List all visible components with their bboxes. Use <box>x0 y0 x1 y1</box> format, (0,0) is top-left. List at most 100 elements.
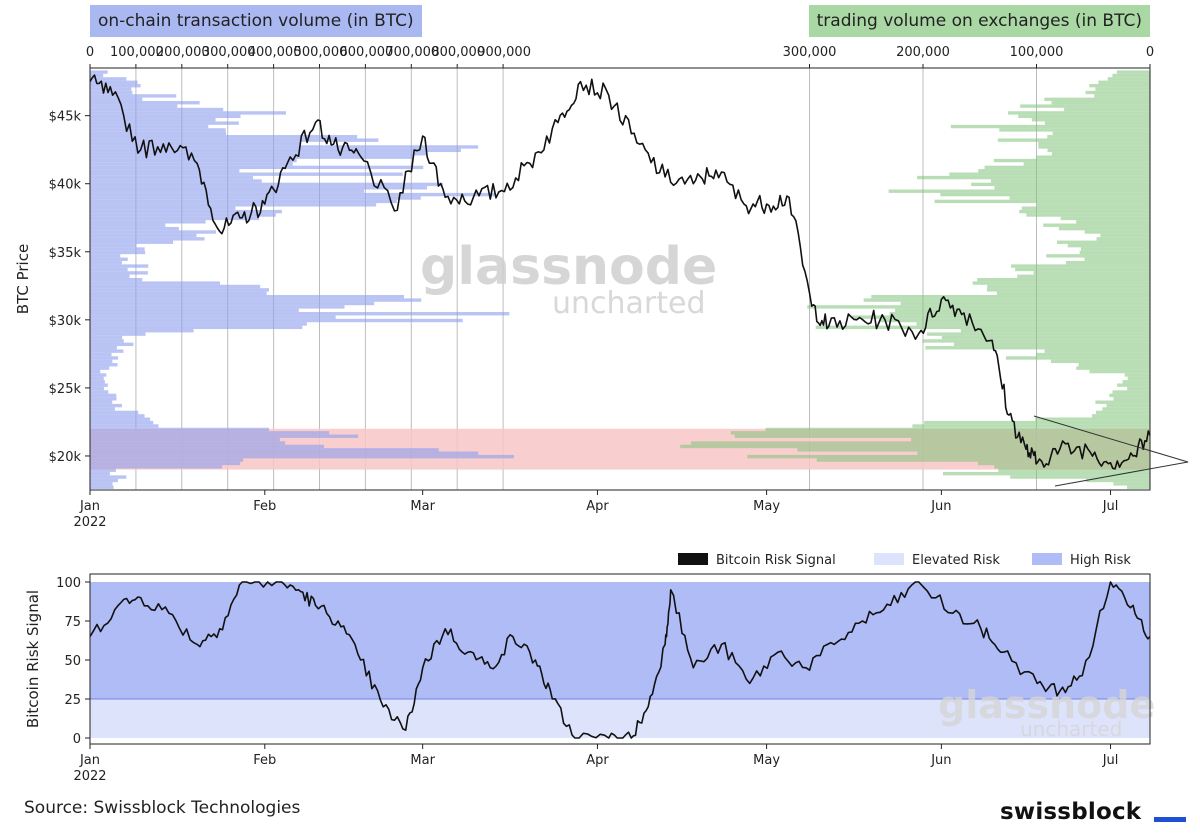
exchange-volume-bar <box>1038 145 1150 149</box>
legend-swatch-signal <box>678 553 708 565</box>
onchain-volume-bar <box>90 70 108 74</box>
risk-x-tick-label: Jul <box>1102 753 1119 768</box>
exchange-volume-bar <box>1036 155 1150 159</box>
exchange-volume-bar <box>797 448 1150 452</box>
onchain-top-tick-label: 800,000 <box>431 45 485 60</box>
onchain-top-tick-label: 600,000 <box>340 45 394 60</box>
exchange-volume-bar <box>889 312 1150 316</box>
legend-label: High Risk <box>1070 553 1131 568</box>
exchange-volume-bar <box>971 182 1150 187</box>
risk-y-tick-label: 100 <box>56 576 81 591</box>
onchain-volume-bar <box>90 308 299 313</box>
onchain-volume-bar <box>90 465 223 469</box>
exchange-volume-bar <box>986 288 1150 292</box>
exchange-volume-bar <box>1019 209 1150 214</box>
exchange-volume-bar <box>1089 83 1150 88</box>
price-y-tick-label: $45k <box>49 110 82 125</box>
onchain-volume-bar <box>90 393 117 398</box>
onchain-volume-bar <box>90 118 216 122</box>
exchange-volume-bar <box>1052 131 1150 136</box>
price-y-axis-title: BTC Price <box>14 244 32 314</box>
onchain-volume-bar <box>90 441 286 445</box>
onchain-volume-bar <box>90 226 179 231</box>
onchain-volume-bar <box>90 196 421 200</box>
exchange-volume-bar <box>926 332 1150 336</box>
onchain-top-tick-label: 400,000 <box>248 45 302 60</box>
onchain-top-tick-label: 900,000 <box>477 45 531 60</box>
exchange-volume-bar <box>1112 73 1150 78</box>
onchain-volume-bar <box>90 390 109 394</box>
exchange-volume-bar <box>1015 267 1150 272</box>
onchain-volume-bar <box>90 107 224 112</box>
exchange-volume-bar <box>1067 243 1150 248</box>
onchain-volume-bar <box>90 124 209 129</box>
btc-price-line <box>89 74 1151 470</box>
onchain-volume-bar <box>90 315 336 319</box>
onchain-volume-bar <box>90 97 143 102</box>
exchange-volume-bar <box>1017 274 1150 278</box>
onchain-volume-bar <box>90 335 123 340</box>
onchain-volume-bar <box>90 203 377 207</box>
exchange-volume-bar <box>1113 397 1150 401</box>
onchain-volume-bar <box>90 206 236 210</box>
exchange-volume-bar <box>978 169 1150 173</box>
exchange-volume-bar <box>1102 407 1150 411</box>
onchain-volume-bar <box>90 468 116 472</box>
exchange-top-tick-label: 300,000 <box>783 45 837 60</box>
exchange-volume-bar <box>1011 264 1150 268</box>
onchain-volume-bar <box>90 414 145 418</box>
risk-legend: Bitcoin Risk Signal Elevated Risk High Ris… <box>678 553 1131 568</box>
exchange-volume-bar <box>1046 254 1150 258</box>
exchange-volume-bar <box>1008 111 1150 115</box>
exchange-volume-bar <box>1076 366 1150 370</box>
onchain-volume-bar <box>90 356 119 360</box>
price-x-tick-label: May <box>753 499 780 514</box>
source-note: Source: Swissblock Technologies <box>24 798 301 818</box>
risk-x-tick-label: Jan <box>79 753 100 768</box>
onchain-volume-bar <box>90 169 240 173</box>
onchain-volume-bar <box>90 254 121 258</box>
exchange-volume-bar <box>922 339 1150 343</box>
onchain-volume-bar <box>90 141 301 146</box>
price-plot-frame <box>89 67 1151 491</box>
onchain-volume-bar <box>90 175 254 180</box>
legend-swatch-high <box>1032 553 1062 565</box>
exchange-volume-bar <box>1127 386 1150 391</box>
exchange-volume-bar <box>1051 152 1150 156</box>
exchange-volume-bar <box>1036 203 1150 207</box>
onchain-volume-bar <box>90 373 107 377</box>
risk-x-tick-label: Apr <box>586 753 609 768</box>
onchain-volume-bar <box>90 260 122 265</box>
exchange-volume-bar <box>730 431 1150 435</box>
onchain-volume-bar <box>90 104 178 108</box>
price-y-tick-label: $30k <box>49 314 82 329</box>
onchain-volume-bar <box>90 386 104 391</box>
watermark-glassnode: glassnode <box>420 237 717 297</box>
onchain-volume-bar <box>90 138 379 142</box>
onchain-volume-bar <box>90 250 146 255</box>
risk-x-tick-label: Jun <box>930 753 951 768</box>
onchain-top-tick-label: 200,000 <box>156 45 210 60</box>
onchain-volume-bar <box>90 257 128 261</box>
onchain-volume-bar <box>90 267 128 272</box>
onchain-volume-bar <box>90 359 113 364</box>
exchange-volume-bar <box>917 175 1150 180</box>
exchange-volume-bar <box>1051 101 1150 105</box>
onchain-volume-bar <box>90 434 359 438</box>
onchain-volume-bar <box>90 274 130 278</box>
exchange-volume-bar <box>1086 478 1150 483</box>
onchain-volume-bar <box>90 346 117 350</box>
onchain-volume-bar <box>90 329 194 333</box>
onchain-volume-bar <box>90 131 227 136</box>
exchange-volume-bar <box>954 342 1150 347</box>
exchange-volume-bar <box>1050 359 1150 364</box>
price-x-tick-year: 2022 <box>73 515 106 530</box>
risk-signal-line <box>89 581 1151 739</box>
exchange-volume-label: trading volume on exchanges (in BTC) <box>808 5 1150 37</box>
exchange-volume-bar <box>1089 369 1150 374</box>
onchain-volume-bar <box>90 264 149 268</box>
exchange-volume-bar <box>911 437 1150 442</box>
watermark-uncharted: uncharted <box>552 286 706 321</box>
exchange-volume-bar <box>815 325 1150 330</box>
price-x-tick-label: Feb <box>253 499 276 514</box>
